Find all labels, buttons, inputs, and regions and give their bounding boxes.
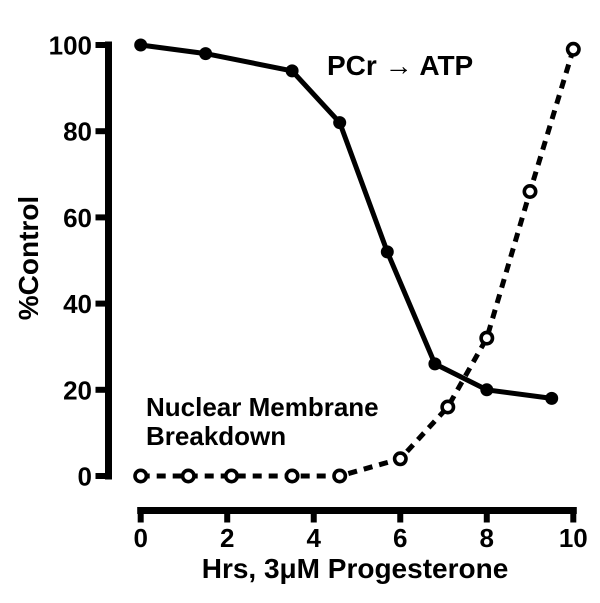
open-circle-marker [224,468,240,484]
y-tick-label: 60 [63,203,92,233]
open-circle-marker [392,451,408,467]
open-circle-marker [133,468,149,484]
x-tick-label: 10 [559,523,588,553]
x-tick-label: 0 [133,523,147,553]
open-circle-marker [440,399,456,415]
open-circle-marker [565,41,581,57]
series-line-1 [140,48,576,479]
filled-circle-marker [480,383,494,397]
series-label-pcr-atp: PCr → ATP [327,50,474,81]
x-tick-label: 4 [307,523,322,553]
x-tick-label: 6 [393,523,407,553]
filled-circle-marker [380,245,394,259]
series-line-0 [140,42,553,401]
series-label-nmb-line1: Nuclear Membrane [146,392,379,422]
y-tick-label: 20 [63,375,92,405]
open-circle-marker [332,468,348,484]
x-tick-label: 8 [480,523,494,553]
y-tick-label: 80 [63,117,92,147]
filled-circle-marker [199,47,213,61]
y-axis-title: %Control [13,195,44,321]
open-circle-marker [522,184,538,200]
filled-circle-marker [285,64,299,78]
filled-circle-marker [134,38,148,52]
filled-circle-marker [545,391,559,405]
open-circle-marker [284,468,300,484]
series-label-nuclear-membrane-breakdown: Nuclear Membrane Breakdown [146,393,379,451]
y-tick-label: 40 [63,289,92,319]
open-circle-marker [479,330,495,346]
series-label-nmb-line2: Breakdown [146,421,287,451]
y-tick-label: 100 [49,31,92,61]
x-tick-label: 2 [220,523,234,553]
filled-circle-marker [428,357,442,371]
x-axis-title: Hrs, 3μM Progesterone [201,553,509,584]
open-circle-marker [180,468,196,484]
filled-circle-marker [333,116,347,130]
y-tick-label: 0 [78,462,92,492]
